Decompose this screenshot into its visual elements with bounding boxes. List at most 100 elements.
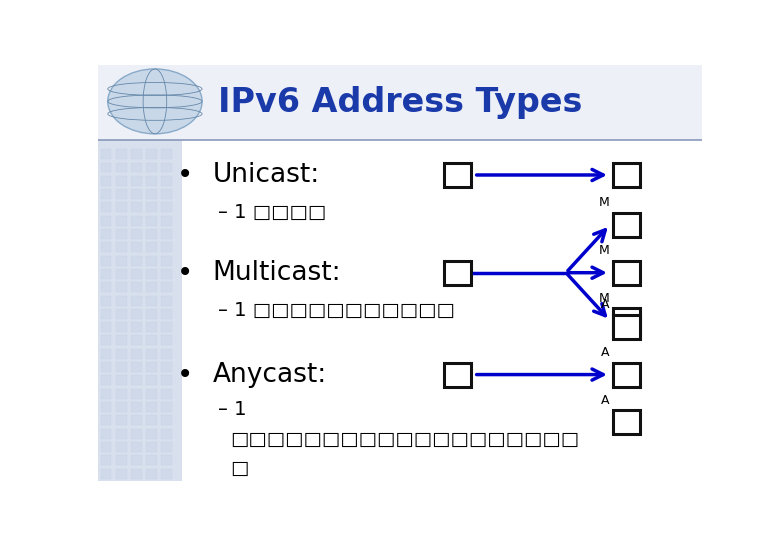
Text: A: A [601, 299, 610, 312]
Bar [131, 429, 142, 438]
Text: A: A [601, 394, 610, 407]
Bar [101, 322, 112, 332]
Bar [161, 269, 172, 279]
Bar [115, 163, 126, 172]
Bar [146, 216, 157, 226]
Bar [101, 349, 112, 359]
Bar [115, 442, 126, 452]
Bar [146, 163, 157, 172]
Bar [161, 335, 172, 346]
Bar [613, 213, 640, 237]
Bar [161, 242, 172, 252]
Bar [161, 176, 172, 186]
Bar [161, 469, 172, 478]
Bar [146, 309, 157, 319]
Bar [161, 442, 172, 452]
Bar [146, 362, 157, 372]
Text: Anycast:: Anycast: [212, 362, 327, 388]
Bar [115, 202, 126, 212]
Bar [146, 149, 157, 159]
Bar [444, 163, 471, 187]
Bar [613, 308, 640, 333]
Bar [101, 282, 112, 292]
Bar [146, 349, 157, 359]
Bar [146, 229, 157, 239]
Bar [101, 429, 112, 438]
Bar [146, 282, 157, 292]
Bar [161, 362, 172, 372]
Bar [161, 202, 172, 212]
Text: – 1 □□□□: – 1 □□□□ [218, 203, 327, 222]
Bar [101, 402, 112, 412]
Bar [131, 455, 142, 465]
Bar [161, 455, 172, 465]
Bar [613, 362, 640, 387]
Bar [101, 375, 112, 386]
Bar [115, 255, 126, 266]
Bar [98, 140, 182, 481]
Text: •: • [177, 161, 193, 189]
Bar [131, 415, 142, 426]
Bar [115, 455, 126, 465]
Bar [146, 322, 157, 332]
Bar [101, 255, 112, 266]
Bar [161, 375, 172, 386]
Text: •: • [177, 259, 193, 287]
Bar [161, 389, 172, 399]
Bar [131, 149, 142, 159]
Bar [131, 322, 142, 332]
Bar [115, 176, 126, 186]
Bar [115, 309, 126, 319]
Bar [146, 442, 157, 452]
Bar [101, 415, 112, 426]
Text: M: M [599, 197, 610, 210]
Bar [146, 269, 157, 279]
Bar [131, 335, 142, 346]
Bar [131, 282, 142, 292]
Bar [101, 216, 112, 226]
Bar [131, 309, 142, 319]
Bar [146, 202, 157, 212]
Bar [146, 375, 157, 386]
Bar [146, 189, 157, 199]
Bar [161, 149, 172, 159]
Bar [115, 429, 126, 438]
Bar [115, 322, 126, 332]
Bar [146, 242, 157, 252]
Bar [613, 315, 640, 339]
Bar [131, 202, 142, 212]
Bar [115, 269, 126, 279]
Bar [146, 295, 157, 306]
Bar [146, 255, 157, 266]
Bar [131, 295, 142, 306]
Bar [115, 469, 126, 478]
Text: A: A [601, 346, 610, 359]
Bar [444, 362, 471, 387]
Bar [115, 149, 126, 159]
Bar [146, 455, 157, 465]
Circle shape [108, 69, 202, 134]
Bar [161, 429, 172, 438]
Bar [101, 455, 112, 465]
Bar [131, 362, 142, 372]
Bar [161, 295, 172, 306]
Bar [444, 261, 471, 285]
Bar [101, 229, 112, 239]
Bar [115, 389, 126, 399]
Bar [101, 269, 112, 279]
Bar [161, 349, 172, 359]
Bar [131, 242, 142, 252]
Bar [131, 469, 142, 478]
Bar [131, 389, 142, 399]
Text: IPv6 Address Types: IPv6 Address Types [218, 86, 583, 119]
Text: Unicast:: Unicast: [212, 162, 320, 188]
Bar [115, 189, 126, 199]
Text: •: • [177, 361, 193, 389]
Text: Multicast:: Multicast: [212, 260, 341, 286]
Bar [101, 335, 112, 346]
Bar [101, 362, 112, 372]
Bar [146, 429, 157, 438]
Bar [613, 163, 640, 187]
Bar [146, 389, 157, 399]
Bar [161, 415, 172, 426]
